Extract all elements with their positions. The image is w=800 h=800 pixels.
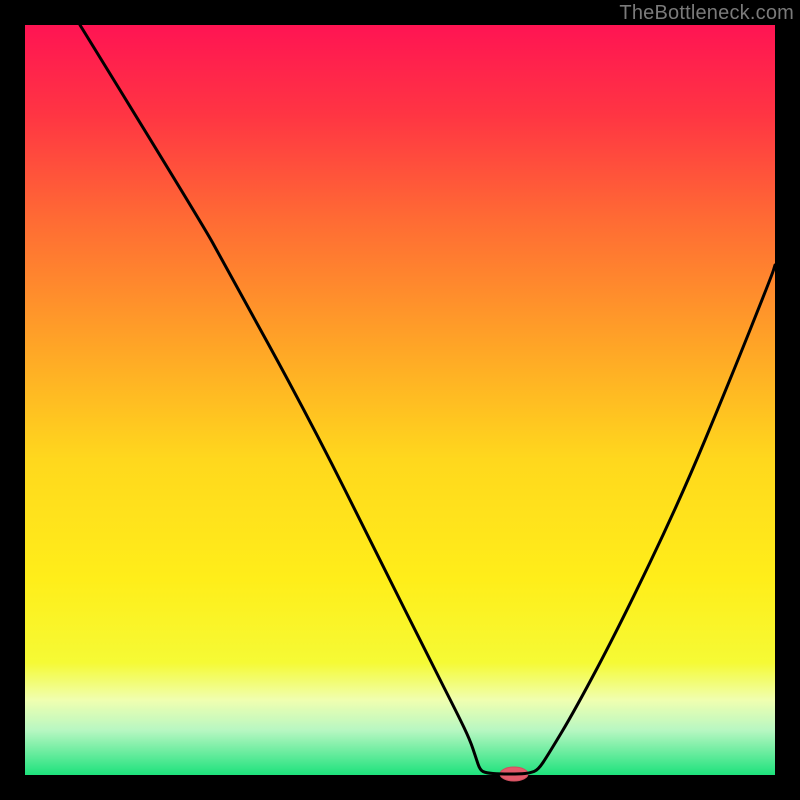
gradient-background (25, 25, 775, 775)
watermark-text: TheBottleneck.com (619, 2, 794, 25)
chart-frame: TheBottleneck.com (0, 0, 800, 800)
chart-svg (0, 0, 800, 800)
chart-plot (0, 0, 800, 800)
